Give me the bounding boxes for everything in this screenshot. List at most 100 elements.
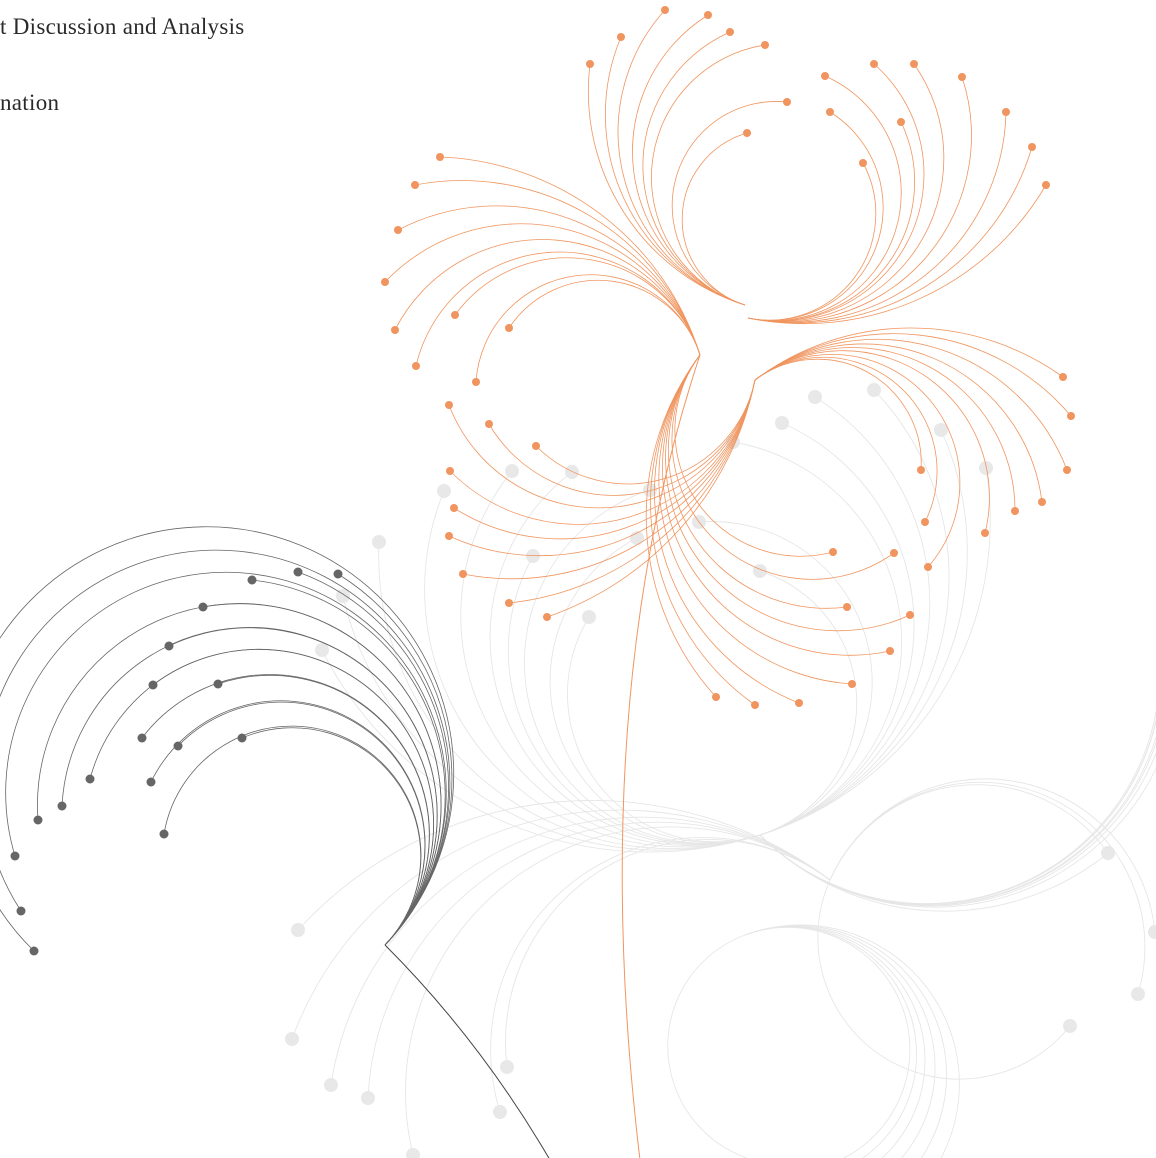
arc-dot bbox=[11, 852, 20, 861]
arc bbox=[748, 112, 883, 320]
arc-dot bbox=[565, 465, 579, 479]
arc bbox=[755, 357, 937, 522]
arc-dot bbox=[795, 699, 803, 707]
arc bbox=[151, 701, 425, 945]
arc-dot bbox=[174, 742, 183, 751]
arc bbox=[699, 521, 872, 835]
arc bbox=[449, 380, 755, 508]
arc-dot bbox=[1038, 498, 1046, 506]
arc bbox=[491, 838, 830, 1112]
arc bbox=[748, 76, 901, 321]
arc-dot bbox=[394, 226, 402, 234]
arc-dot bbox=[751, 701, 759, 709]
arc-dot bbox=[1067, 412, 1075, 420]
arc-dot bbox=[34, 816, 43, 825]
arc-dot bbox=[147, 778, 156, 787]
arc bbox=[37, 604, 441, 945]
arc-dot bbox=[500, 1060, 514, 1074]
arc-dot bbox=[445, 401, 453, 409]
arc-dot bbox=[406, 1148, 420, 1158]
arc bbox=[760, 468, 990, 835]
stem bbox=[385, 945, 550, 1158]
arc bbox=[331, 817, 830, 1085]
arc-dot bbox=[1002, 108, 1010, 116]
arc-dot bbox=[391, 326, 399, 334]
arc bbox=[508, 556, 760, 844]
arc-dot bbox=[979, 461, 993, 475]
arc bbox=[760, 760, 1156, 907]
arc bbox=[618, 10, 745, 305]
arc-dot bbox=[532, 442, 540, 450]
arc-dot bbox=[291, 923, 305, 937]
arc bbox=[760, 835, 1108, 911]
arc-dot bbox=[981, 529, 989, 537]
arc bbox=[745, 925, 959, 1158]
arc-dot bbox=[285, 1032, 299, 1046]
arc bbox=[755, 334, 1071, 416]
arc bbox=[169, 628, 437, 945]
arc-dot bbox=[30, 947, 39, 956]
arc-dot bbox=[743, 129, 751, 137]
arc-dot bbox=[843, 603, 851, 611]
arc bbox=[748, 122, 915, 321]
arc bbox=[755, 344, 1042, 502]
arc-dot bbox=[867, 383, 881, 397]
arc bbox=[405, 827, 830, 1155]
heading-line: t Discussion and Analysis bbox=[0, 14, 245, 40]
arc-dot bbox=[437, 484, 451, 498]
arc-dot bbox=[808, 390, 822, 404]
arc bbox=[818, 880, 1070, 1079]
decorative-arcs bbox=[0, 0, 1156, 1158]
arc-dot bbox=[910, 60, 918, 68]
arc-dot bbox=[412, 362, 420, 370]
arc-dot bbox=[445, 532, 453, 540]
arc bbox=[651, 45, 765, 305]
arc bbox=[6, 572, 447, 945]
arc-dot bbox=[160, 830, 169, 839]
arc bbox=[760, 585, 1156, 906]
arc bbox=[292, 810, 830, 1039]
arc-dot bbox=[17, 907, 26, 916]
arc-dot bbox=[451, 311, 459, 319]
arc-dot bbox=[886, 647, 894, 655]
arc-dot bbox=[870, 60, 878, 68]
arc-dot bbox=[726, 28, 734, 36]
arc bbox=[760, 700, 1156, 904]
arc-dot bbox=[783, 98, 791, 106]
arc-dot bbox=[1011, 507, 1019, 515]
arc bbox=[298, 572, 449, 945]
arc bbox=[668, 935, 820, 1158]
arc bbox=[379, 542, 760, 849]
arc-dot bbox=[493, 1105, 507, 1119]
arc-dot bbox=[921, 518, 929, 526]
arc-dot bbox=[617, 33, 625, 41]
arc bbox=[760, 670, 1156, 904]
arc-dot bbox=[381, 278, 389, 286]
arc-dot bbox=[582, 610, 596, 624]
arc-dot bbox=[1042, 181, 1050, 189]
arc bbox=[62, 627, 437, 945]
arc-dot bbox=[775, 416, 789, 430]
arc-dot bbox=[361, 1091, 375, 1105]
arc bbox=[567, 617, 760, 842]
arc-dot bbox=[924, 563, 932, 571]
arc bbox=[178, 702, 425, 945]
arc-dot bbox=[826, 108, 834, 116]
arc-dot bbox=[1028, 143, 1036, 151]
arc-dot bbox=[586, 60, 594, 68]
arc bbox=[755, 347, 1015, 511]
arc-dot bbox=[334, 570, 343, 579]
arc-dot bbox=[58, 802, 67, 811]
arc-dot bbox=[1063, 1019, 1077, 1033]
arc bbox=[509, 380, 755, 603]
arc bbox=[505, 839, 830, 1067]
arc-dot bbox=[1148, 925, 1156, 939]
arc-dot bbox=[1101, 846, 1115, 860]
arc-dot bbox=[906, 611, 914, 619]
arc bbox=[0, 527, 454, 951]
arc bbox=[454, 380, 755, 539]
arc-dot bbox=[761, 41, 769, 49]
arc-dot bbox=[446, 467, 454, 475]
arc bbox=[142, 674, 429, 945]
arc bbox=[745, 927, 925, 1158]
